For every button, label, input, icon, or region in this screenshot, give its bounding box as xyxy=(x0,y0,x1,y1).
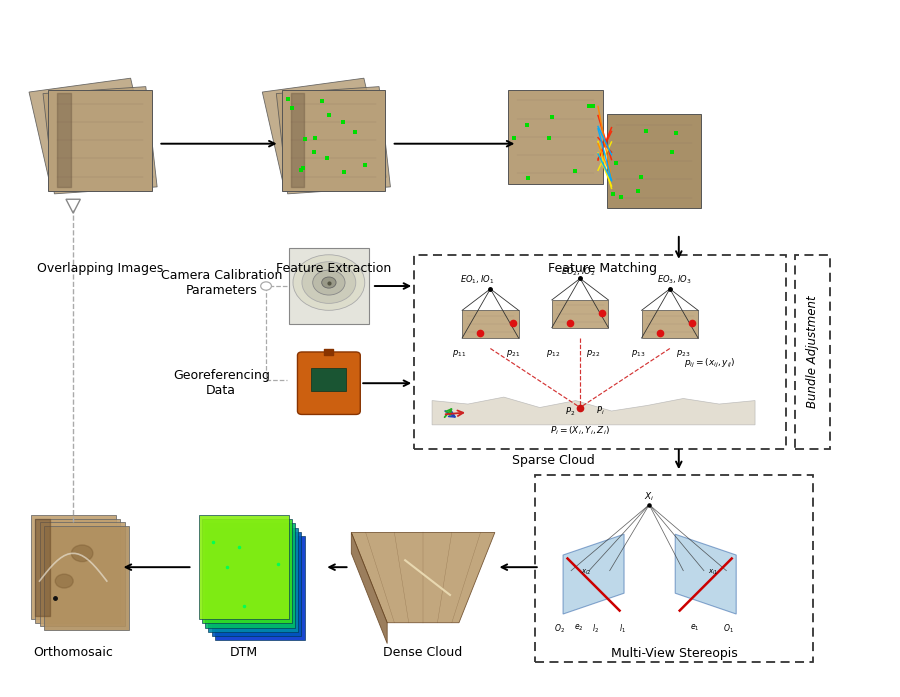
Text: Georeferencing
Data: Georeferencing Data xyxy=(173,369,270,397)
Circle shape xyxy=(261,282,272,290)
FancyBboxPatch shape xyxy=(414,255,787,449)
FancyBboxPatch shape xyxy=(536,475,814,662)
FancyBboxPatch shape xyxy=(607,114,701,208)
FancyBboxPatch shape xyxy=(40,522,125,626)
FancyBboxPatch shape xyxy=(35,519,121,622)
Text: Bundle Adjustment: Bundle Adjustment xyxy=(806,296,819,408)
FancyBboxPatch shape xyxy=(209,528,298,631)
Polygon shape xyxy=(675,534,736,614)
FancyBboxPatch shape xyxy=(508,90,602,183)
FancyBboxPatch shape xyxy=(289,248,369,324)
Text: $EO_2,IO_2$: $EO_2,IO_2$ xyxy=(561,266,596,277)
Polygon shape xyxy=(276,86,391,194)
FancyBboxPatch shape xyxy=(282,90,385,190)
Polygon shape xyxy=(432,397,755,425)
Polygon shape xyxy=(351,533,387,643)
FancyBboxPatch shape xyxy=(44,526,130,629)
Text: $x_{i1}$: $x_{i1}$ xyxy=(707,568,718,577)
Text: $O_1$: $O_1$ xyxy=(723,622,734,635)
Text: Dense Cloud: Dense Cloud xyxy=(383,645,463,659)
Circle shape xyxy=(55,574,73,588)
Circle shape xyxy=(71,545,93,562)
Text: $x_{i2}$: $x_{i2}$ xyxy=(581,568,591,577)
Text: $EO_3,IO_3$: $EO_3,IO_3$ xyxy=(657,273,691,286)
FancyBboxPatch shape xyxy=(202,519,292,623)
Text: $p_{11}$: $p_{11}$ xyxy=(452,348,466,360)
Circle shape xyxy=(321,277,336,288)
Text: $P_2$: $P_2$ xyxy=(565,406,576,418)
Text: $O_2$: $O_2$ xyxy=(554,622,565,635)
Text: $e_2$: $e_2$ xyxy=(573,622,583,633)
Text: $p_{12}$: $p_{12}$ xyxy=(546,348,561,360)
FancyBboxPatch shape xyxy=(212,532,302,636)
FancyBboxPatch shape xyxy=(205,523,295,627)
Text: $l_2$: $l_2$ xyxy=(592,622,598,635)
Text: Camera Calibration
Parameters: Camera Calibration Parameters xyxy=(160,269,282,297)
Text: $p_{22}$: $p_{22}$ xyxy=(587,348,600,360)
Text: $X_i$: $X_i$ xyxy=(644,490,654,503)
Text: $p_{13}$: $p_{13}$ xyxy=(631,348,645,360)
Text: Overlapping Images: Overlapping Images xyxy=(37,261,163,275)
Polygon shape xyxy=(262,78,386,191)
FancyBboxPatch shape xyxy=(552,300,608,328)
Text: $P_i=(X_i,Y_i,Z_i)$: $P_i=(X_i,Y_i,Z_i)$ xyxy=(550,424,610,437)
Circle shape xyxy=(302,261,356,303)
Text: $P_i$: $P_i$ xyxy=(596,404,605,417)
FancyBboxPatch shape xyxy=(642,310,698,338)
Circle shape xyxy=(293,255,365,310)
FancyBboxPatch shape xyxy=(298,352,360,415)
Text: $l_1$: $l_1$ xyxy=(619,622,625,635)
Text: DTM: DTM xyxy=(230,645,257,659)
FancyBboxPatch shape xyxy=(31,515,116,619)
Text: Orthomosaic: Orthomosaic xyxy=(33,645,113,659)
Circle shape xyxy=(312,270,345,295)
Polygon shape xyxy=(29,78,153,191)
FancyBboxPatch shape xyxy=(49,90,152,190)
FancyBboxPatch shape xyxy=(311,368,346,392)
Polygon shape xyxy=(43,86,158,194)
Text: $p_{23}$: $p_{23}$ xyxy=(676,348,690,360)
Text: $EO_1,IO_1$: $EO_1,IO_1$ xyxy=(460,273,494,286)
Text: Sparse Cloud: Sparse Cloud xyxy=(512,454,595,467)
FancyBboxPatch shape xyxy=(199,515,289,619)
Text: Feature Extraction: Feature Extraction xyxy=(275,261,391,275)
Text: $p_{ij}=(x_{ij},y_{ij})$: $p_{ij}=(x_{ij},y_{ij})$ xyxy=(684,358,736,370)
Text: Feature Matching: Feature Matching xyxy=(548,261,657,275)
Text: $e_1$: $e_1$ xyxy=(690,622,699,633)
Polygon shape xyxy=(351,533,495,622)
Text: Multi-View Stereopis: Multi-View Stereopis xyxy=(611,647,738,659)
FancyBboxPatch shape xyxy=(796,255,830,449)
FancyBboxPatch shape xyxy=(462,310,518,338)
Text: $p_{21}$: $p_{21}$ xyxy=(506,348,520,360)
FancyBboxPatch shape xyxy=(215,536,304,640)
Polygon shape xyxy=(563,534,624,614)
